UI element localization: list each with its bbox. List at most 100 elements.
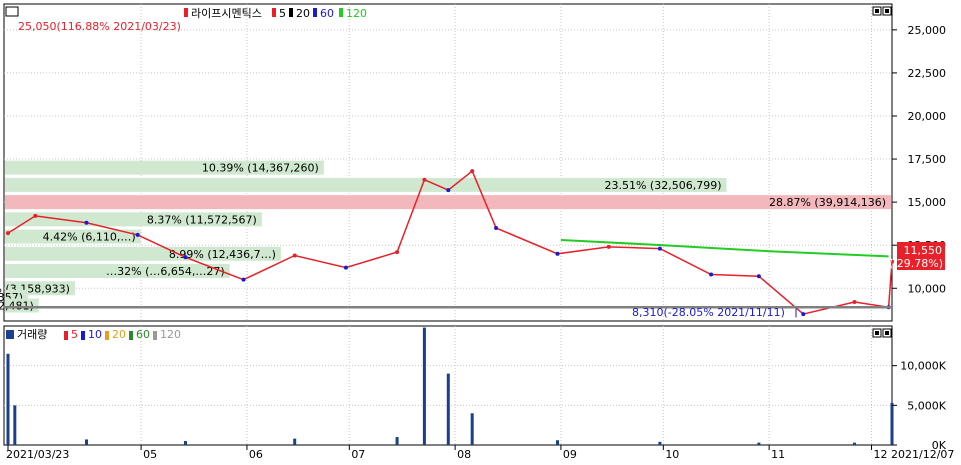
vol-legend-20: 20 xyxy=(112,328,126,341)
y-tick-label: 20,000 xyxy=(908,110,947,123)
volume-profile-label: 10.39% (14,367,260) xyxy=(202,162,319,175)
volume-bar xyxy=(395,437,399,445)
volume-title: 거래량 xyxy=(17,328,47,341)
price-point xyxy=(852,300,857,305)
legend-title: 라이프시멘틱스 xyxy=(191,7,262,20)
vol-legend-5: 5 xyxy=(71,328,78,341)
vol-legend-120: 120 xyxy=(160,328,181,341)
volume-bar xyxy=(890,402,894,445)
volume-profile-band xyxy=(5,195,891,210)
volume-bar xyxy=(422,327,426,445)
volume-profile-band xyxy=(5,246,281,261)
price-point xyxy=(657,246,662,251)
legend-ma5: 5 xyxy=(279,7,286,20)
x-tick-label: 11 xyxy=(771,448,785,461)
price-point xyxy=(890,259,894,264)
vol-legend-swatch-5 xyxy=(64,331,68,340)
legend-ma120: 120 xyxy=(346,7,367,20)
price-point xyxy=(422,177,427,182)
volume-bars xyxy=(6,327,894,445)
price-point xyxy=(241,277,246,282)
volume-profile-label: 8.37% (11,572,567) xyxy=(147,213,257,226)
price-point xyxy=(183,255,188,260)
volume-profile-band xyxy=(5,229,141,244)
price-series xyxy=(6,169,894,318)
price-point xyxy=(494,225,499,230)
vol-legend-swatch-10 xyxy=(81,331,85,340)
x-tick-label: 10 xyxy=(665,448,679,461)
volume-y-tick-label: 10,000K xyxy=(900,360,946,373)
vol-legend-swatch-20 xyxy=(105,331,109,340)
legend-swatch-ma5 xyxy=(272,8,276,17)
volume-y-tick-label: 5,000K xyxy=(907,399,946,412)
x-tick-label: 09 xyxy=(563,448,577,461)
current-change: ( 29.78%) xyxy=(889,257,943,270)
volume-profile-label: …32% (…6,654,…27) xyxy=(106,265,225,278)
ma120-line xyxy=(560,239,889,258)
volume-panel-restore-icon[interactable] xyxy=(872,328,882,338)
price-point xyxy=(135,232,140,237)
price-panel-close-icon[interactable] xyxy=(882,6,892,16)
legend-swatch-ma60 xyxy=(313,8,317,17)
volume-bar xyxy=(183,441,187,445)
volume-y-tick-label: 0K xyxy=(932,439,947,452)
volume-bar xyxy=(13,405,17,445)
legend-ma20: 20 xyxy=(296,7,310,20)
price-point xyxy=(470,169,475,174)
price-point xyxy=(292,253,297,258)
price-point xyxy=(709,272,714,277)
price-point xyxy=(756,274,761,279)
volume-bar xyxy=(556,440,560,445)
y-tick-label: 25,000 xyxy=(908,24,947,37)
x-tick-label: 06 xyxy=(249,448,263,461)
volume-profile-label: 4.42% (6,110,…) xyxy=(43,231,136,244)
volume-bar xyxy=(6,353,10,445)
vol-legend-swatch-120 xyxy=(153,331,157,340)
volume-profile-band xyxy=(5,264,230,279)
y-tick-label: 22,500 xyxy=(908,67,947,80)
price-point xyxy=(6,231,10,236)
volume-profile-band xyxy=(5,160,324,175)
legend-swatch-ma20 xyxy=(289,8,293,17)
high-annotation: 25,050(116.88% 2021/03/23) xyxy=(18,20,181,33)
price-point xyxy=(606,244,611,249)
volume-profile-band xyxy=(5,298,39,313)
volume-profile-band xyxy=(5,177,727,192)
x-tick-label: 2021/03/23 xyxy=(6,448,69,461)
volume-bar xyxy=(757,442,761,445)
x-end-label: 2021/12/07 xyxy=(891,448,954,461)
volume-profile: 28.87% (39,914,136) 23.51% (32,506,799) 10… xyxy=(0,160,891,313)
volume-swatch xyxy=(6,330,14,339)
volume-profile-band xyxy=(5,212,262,227)
price-point xyxy=(446,188,451,193)
x-tick-label: 07 xyxy=(351,448,365,461)
price-point xyxy=(84,220,89,225)
x-tick-label: 08 xyxy=(457,448,471,461)
panel-toggle-icon[interactable] xyxy=(5,6,19,17)
y-tick-label: 17,500 xyxy=(908,153,947,166)
price-line xyxy=(7,169,893,315)
price-panel-restore-icon[interactable] xyxy=(872,6,882,16)
volume-profile-label: 23.51% (32,506,799) xyxy=(604,179,721,192)
price-point xyxy=(555,251,560,256)
volume-bar xyxy=(470,413,474,445)
current-price-badge xyxy=(897,242,945,270)
legend-swatch-ma120 xyxy=(339,8,343,17)
low-annotation: 8,310(-28.05% 2021/11/11) xyxy=(632,306,785,319)
price-point xyxy=(343,265,348,270)
price-point xyxy=(801,312,806,317)
current-price: 11,550 xyxy=(904,244,943,257)
axis-labels: 2021/03/23050607080910111210,00012,50015… xyxy=(6,24,947,461)
volume-profile-label: 8.99% (12,436,7…) xyxy=(169,248,276,261)
price-point xyxy=(33,213,38,218)
x-tick-label: 05 xyxy=(143,448,157,461)
vol-legend-60: 60 xyxy=(136,328,150,341)
volume-panel-close-icon[interactable] xyxy=(882,328,892,338)
x-tick-label: 12 xyxy=(874,448,888,461)
price-point xyxy=(395,250,400,255)
legend-ma60: 60 xyxy=(320,7,334,20)
y-tick-label: 10,000 xyxy=(908,282,947,295)
volume-profile-label: 28.87% (39,914,136) xyxy=(769,196,886,209)
